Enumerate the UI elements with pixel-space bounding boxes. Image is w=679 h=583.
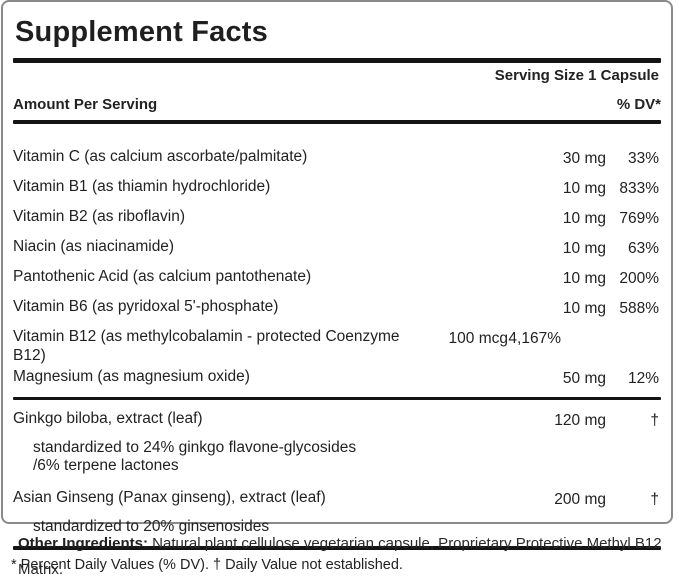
botanical-dv-dagger: †	[650, 412, 659, 429]
nutrient-dv: 200%	[619, 270, 659, 287]
percent-dv-header: % DV*	[616, 96, 661, 113]
nutrient-dv: 4,167%	[508, 330, 561, 347]
botanical-standardization-line: standardized to 24% ginkgo flavone-glyco…	[33, 439, 357, 456]
nutrient-name: Pantothenic Acid (as calcium pantothenat…	[13, 268, 312, 285]
nutrient-name: Vitamin B6 (as pyridoxal 5'-phosphate)	[13, 298, 279, 315]
botanical-dv-dagger: †	[650, 491, 659, 508]
nutrient-dv: 63%	[627, 240, 659, 257]
nutrient-rows: Vitamin C (as calcium ascorbate/palmitat…	[13, 147, 661, 388]
column-header-row: Amount Per Serving % DV*	[13, 96, 661, 113]
nutrient-row: Vitamin B6 (as pyridoxal 5'-phosphate) 1…	[13, 297, 661, 318]
botanical-row: Ginkgo biloba, extract (leaf) 120 mg †	[13, 409, 661, 430]
nutrient-row: Vitamin B12 (as methylcobalamin - protec…	[13, 327, 661, 365]
panel-title: Supplement Facts	[15, 16, 268, 48]
nutrient-row: Vitamin B1 (as thiamin hydrochloride) 10…	[13, 177, 661, 198]
other-ingredients: Other Ingredients: Natural plant cellulo…	[18, 531, 666, 583]
divider-thick-top	[13, 58, 661, 63]
nutrient-amount: 10 mg	[562, 180, 606, 197]
nutrient-name: Vitamin B2 (as riboflavin)	[13, 208, 186, 225]
nutrient-name: Niacin (as niacinamide)	[13, 238, 175, 255]
botanical-amount: 200 mg	[554, 491, 606, 508]
nutrient-name: Vitamin C (as calcium ascorbate/palmitat…	[13, 148, 308, 165]
supplement-facts-panel: Supplement Facts Serving Size 1 Capsule …	[1, 0, 673, 573]
nutrient-amount: 10 mg	[562, 240, 606, 257]
nutrient-name: Magnesium (as magnesium oxide)	[13, 368, 250, 385]
other-ingredients-text: Natural plant cellulose vegetarian capsu…	[18, 535, 662, 578]
divider-thick-bottom	[13, 546, 661, 550]
nutrient-amount: 30 mg	[562, 150, 606, 167]
nutrient-amount: 50 mg	[562, 370, 606, 387]
botanical-standardization-line: standardized to 20% ginsenosides	[33, 518, 270, 535]
nutrient-dv: 33%	[627, 150, 659, 167]
botanical-amount: 120 mg	[554, 412, 606, 429]
nutrient-row: Vitamin C (as calcium ascorbate/palmitat…	[13, 147, 661, 168]
serving-size: Serving Size 1 Capsule	[494, 67, 659, 84]
nutrient-row: Niacin (as niacinamide) 10 mg 63%	[13, 237, 661, 258]
nutrient-name: Vitamin B1 (as thiamin hydrochloride)	[13, 178, 271, 195]
botanical-standardization-line: /6% terpene lactones	[33, 457, 179, 474]
nutrient-amount: 10 mg	[562, 210, 606, 227]
dv-footnote: * Percent Daily Values (% DV). † Daily V…	[11, 557, 403, 573]
botanical-row: Asian Ginseng (Panax ginseng), extract (…	[13, 488, 661, 509]
nutrient-row: Magnesium (as magnesium oxide) 50 mg 12%	[13, 367, 661, 388]
other-ingredients-label: Other Ingredients:	[18, 535, 149, 552]
botanical-name: Ginkgo biloba, extract (leaf)	[13, 410, 203, 427]
nutrient-row: Vitamin B2 (as riboflavin) 10 mg 769%	[13, 207, 661, 228]
amount-per-serving-header: Amount Per Serving	[13, 96, 158, 113]
nutrient-dv: 12%	[627, 370, 659, 387]
nutrient-amount: 10 mg	[562, 300, 606, 317]
botanical-name: Asian Ginseng (Panax ginseng), extract (…	[13, 489, 326, 506]
divider-thick-header	[13, 120, 661, 124]
nutrient-row: Pantothenic Acid (as calcium pantothenat…	[13, 267, 661, 288]
nutrient-amount: 100 mcg	[448, 330, 508, 347]
nutrient-name: Vitamin B12 (as methylcobalamin - protec…	[13, 328, 400, 364]
nutrient-dv: 588%	[619, 300, 659, 317]
nutrient-amount: 10 mg	[562, 270, 606, 287]
divider-thick-mid	[13, 397, 661, 400]
nutrient-dv: 769%	[619, 210, 659, 227]
nutrient-dv: 833%	[619, 180, 659, 197]
